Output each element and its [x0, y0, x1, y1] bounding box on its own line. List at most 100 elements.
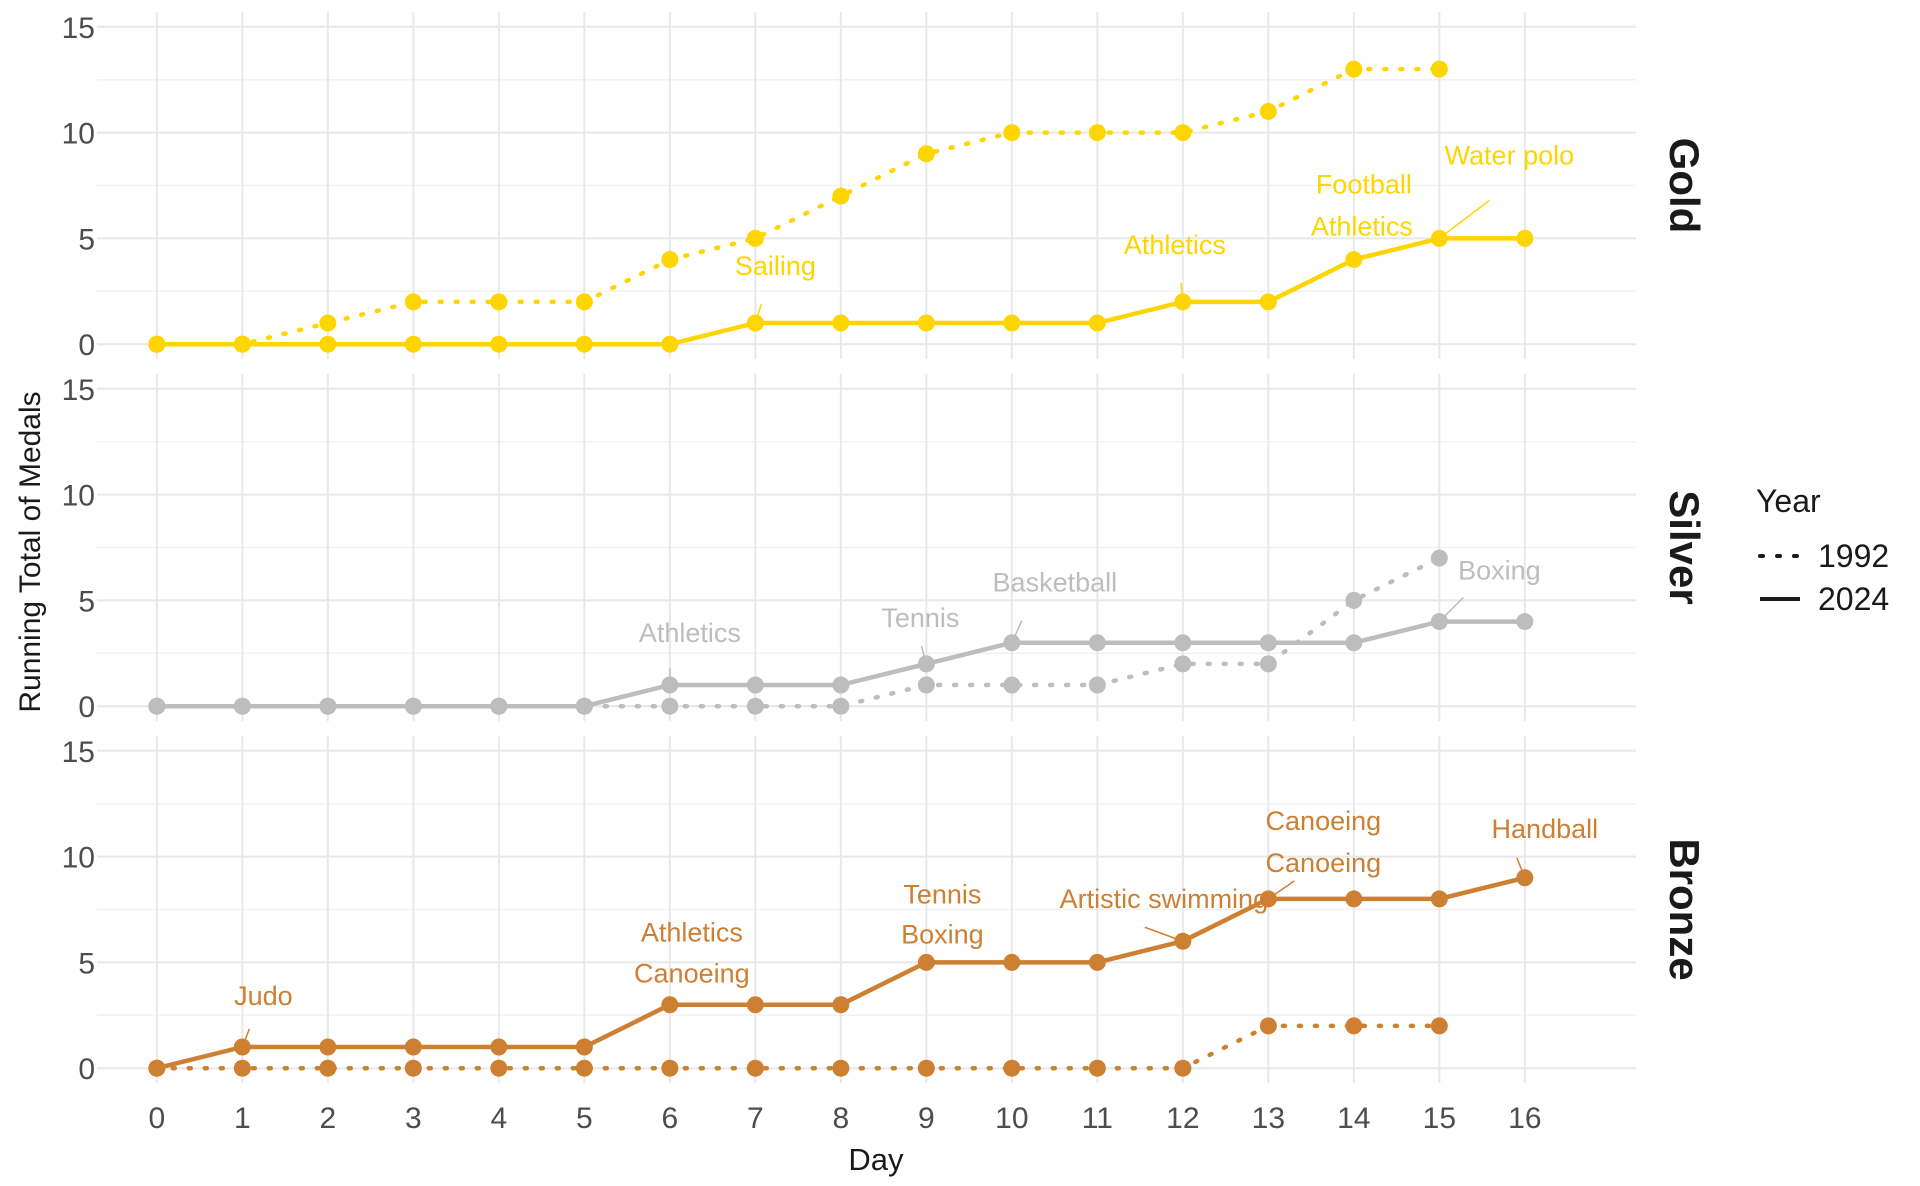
bronze-annotation-label: Boxing [901, 919, 984, 949]
gold-annotation-leader [1180, 282, 1184, 302]
silver-annotation-label: Boxing [1458, 556, 1541, 586]
x-tick-label: 9 [918, 1102, 935, 1135]
bronze-annotation-label: Canoeing [1266, 806, 1382, 836]
gold-point-1992 [404, 293, 422, 311]
grid-layer [97, 12, 1636, 1083]
y-tick-label: 5 [78, 947, 95, 980]
x-tick-label: 8 [833, 1102, 850, 1135]
x-tick-label: 16 [1508, 1102, 1541, 1135]
legend-title: Year [1756, 483, 1821, 519]
bronze-point-1992 [832, 1059, 850, 1077]
bronze-point-2024 [832, 996, 850, 1014]
x-tick-label: 3 [405, 1102, 422, 1135]
silver-point-1992 [1088, 676, 1106, 694]
gold-point-1992 [490, 293, 508, 311]
gold-point-1992 [1345, 60, 1363, 78]
bronze-point-2024 [404, 1038, 422, 1056]
legend: Year 1992 2024 [1756, 483, 1889, 617]
legend-label-2024: 2024 [1818, 581, 1889, 617]
x-tick-label: 7 [747, 1102, 764, 1135]
y-tick-label: 10 [62, 842, 95, 875]
x-tick-label: 15 [1423, 1102, 1456, 1135]
bronze-point-1992 [490, 1059, 508, 1077]
gold-point-1992 [1003, 124, 1021, 142]
silver-point-2024 [1516, 613, 1534, 631]
silver-annotation-label: Athletics [639, 618, 741, 648]
gold-point-2024 [661, 335, 679, 353]
strip-layer: Gold Silver Bronze [1661, 138, 1708, 981]
y-tick-label: 5 [78, 585, 95, 618]
bronze-point-2024 [1430, 890, 1448, 908]
gold-point-2024 [1259, 293, 1277, 311]
bronze-point-2024 [148, 1059, 166, 1077]
silver-point-2024 [148, 697, 166, 715]
bronze-point-2024 [319, 1038, 337, 1056]
gold-point-2024 [1003, 314, 1021, 332]
y-tick-label: 15 [62, 736, 95, 769]
gold-point-2024 [404, 335, 422, 353]
gold-point-1992 [319, 314, 337, 332]
bronze-annotation-label: Canoeing [1266, 848, 1382, 878]
gold-point-1992 [1259, 102, 1277, 120]
bronze-point-1992 [575, 1059, 593, 1077]
bronze-annotation-leader [1516, 857, 1526, 879]
silver-annotation-label: Basketball [993, 568, 1118, 598]
bronze-annotation-leader [1144, 926, 1184, 942]
x-tick-label: 2 [320, 1102, 337, 1135]
silver-point-2024 [1345, 634, 1363, 652]
facet-strip-bronze: Bronze [1661, 838, 1708, 980]
gold-point-2024 [1345, 251, 1363, 269]
bronze-point-1992 [1430, 1017, 1448, 1035]
silver-point-1992 [832, 697, 850, 715]
gold-point-1992 [1088, 124, 1106, 142]
bronze-series-1992-line [154, 1023, 1442, 1071]
silver-point-2024 [575, 697, 593, 715]
silver-point-1992 [917, 676, 935, 694]
gold-point-2024 [490, 335, 508, 353]
bronze-point-2024 [1088, 953, 1106, 971]
bronze-point-1992 [233, 1059, 251, 1077]
silver-annotation-leader [1438, 597, 1464, 623]
silver-annotation-label: Tennis [881, 603, 959, 633]
gold-point-1992 [1174, 124, 1192, 142]
x-tick-label: 6 [662, 1102, 679, 1135]
bronze-point-2024 [1003, 953, 1021, 971]
gold-annotation-label: Football [1316, 170, 1412, 200]
bronze-annotation-label: Tennis [903, 879, 981, 909]
gold-annotation-label: Water polo [1445, 140, 1575, 170]
x-tick-label: 5 [576, 1102, 593, 1135]
gold-point-2024 [832, 314, 850, 332]
bronze-point-2024 [490, 1038, 508, 1056]
x-tick-label: 14 [1337, 1102, 1370, 1135]
y-tick-label: 0 [78, 691, 95, 724]
silver-point-2024 [233, 697, 251, 715]
silver-point-2024 [1088, 634, 1106, 652]
y-tick-label: 5 [78, 223, 95, 256]
annotation-layer: Sailing Athletics Football Athletics Water p… [234, 140, 1598, 1048]
bronze-annotation-leader [241, 1028, 251, 1048]
silver-point-2024 [319, 697, 337, 715]
gold-point-2024 [233, 335, 251, 353]
x-tick-label: 13 [1252, 1102, 1285, 1135]
x-tick-label: 11 [1082, 1102, 1113, 1135]
gold-annotation-leader [1438, 199, 1490, 239]
bronze-point-1992 [1174, 1059, 1192, 1077]
series-layer [148, 60, 1534, 1077]
gold-annotation-label: Sailing [735, 251, 816, 281]
gold-point-2024 [575, 335, 593, 353]
silver-point-1992 [1259, 655, 1277, 673]
gold-point-1992 [746, 229, 764, 247]
gold-annotation-leader [754, 303, 763, 324]
bronze-point-1992 [404, 1059, 422, 1077]
gold-point-1992 [661, 251, 679, 269]
bronze-point-1992 [1088, 1059, 1106, 1077]
silver-point-1992 [1003, 676, 1021, 694]
bronze-annotation-leader [1267, 880, 1295, 900]
bronze-annotation-label: Artistic swimming [1060, 884, 1269, 914]
y-tick-label: 0 [78, 329, 95, 362]
bronze-point-1992 [1003, 1059, 1021, 1077]
silver-point-1992 [1430, 549, 1448, 567]
bronze-point-2024 [746, 996, 764, 1014]
silver-annotation-leader [1011, 620, 1023, 644]
